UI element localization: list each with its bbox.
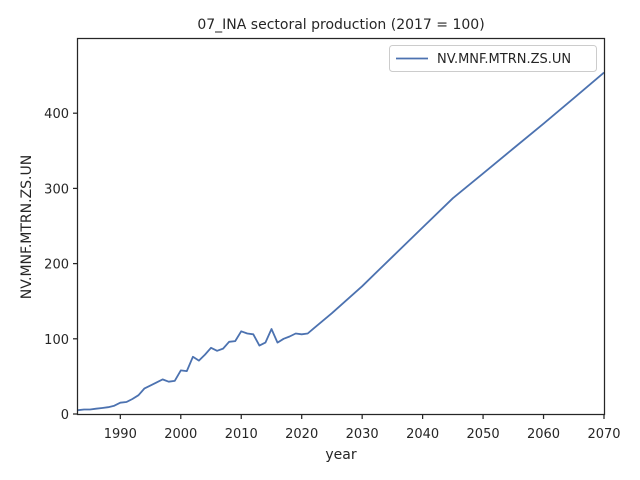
x-axis: 1990 2000 2010 2020 2030 2040 2050 2060 2070 [104,414,621,442]
y-tick-label: 300 [44,182,69,197]
chart-title: 07_INA sectoral production (2017 = 100) [197,17,484,33]
x-tick-label: 2040 [406,427,439,442]
x-tick-label: 1990 [104,427,137,442]
legend: NV.MNF.MTRN.ZS.UN [389,45,597,72]
x-tick-label: 2060 [527,427,560,442]
x-tick-label: 2050 [467,427,500,442]
x-tick-label: 2000 [164,427,197,442]
y-tick-label: 100 [44,333,69,348]
plot-lines [77,71,605,412]
y-axis-label: NV.MNF.MTRN.ZS.UN [19,155,35,299]
x-tick-label: 2070 [587,427,620,442]
y-tick-label: 200 [44,258,69,273]
x-axis-label: year [325,447,356,463]
legend-box [389,45,597,72]
y-tick-label: 0 [61,408,69,423]
x-tick-label: 2020 [285,427,318,442]
y-axis: 0 100 200 300 400 [44,107,78,423]
x-tick-label: 2030 [346,427,379,442]
plot-frame [76,37,606,416]
legend-label: NV.MNF.MTRN.ZS.UN [437,52,571,67]
series-line [77,71,605,412]
y-tick-label: 400 [44,107,69,122]
x-tick-label: 2010 [225,427,258,442]
